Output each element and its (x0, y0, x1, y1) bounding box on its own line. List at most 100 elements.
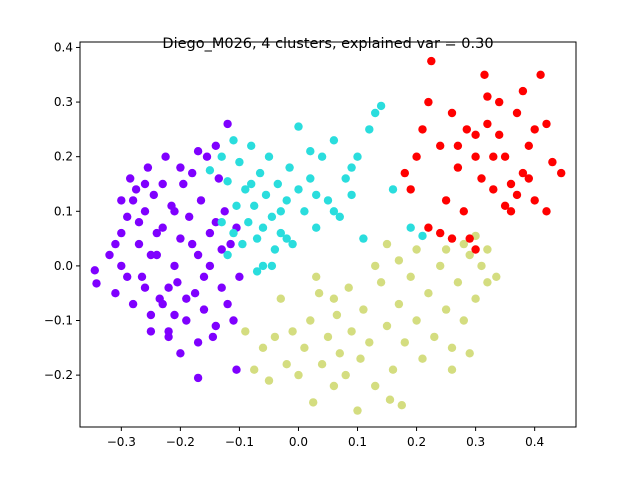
scatter-point (232, 365, 241, 374)
x-tick-label: −0.3 (107, 435, 136, 449)
scatter-point (117, 196, 126, 205)
scatter-point (329, 381, 339, 391)
scatter-point (105, 250, 114, 260)
scatter-point (205, 261, 215, 271)
scatter-point (282, 360, 291, 369)
scatter-point (170, 207, 179, 216)
scatter-point (270, 245, 280, 254)
scatter-point (323, 196, 333, 205)
scatter-point (199, 305, 209, 314)
scatter-point (400, 338, 409, 347)
scatter-point (223, 250, 232, 260)
scatter-point (217, 283, 226, 292)
scatter-point (211, 321, 220, 331)
scatter-point (471, 294, 480, 303)
scatter-point (335, 349, 344, 358)
scatter-point (406, 185, 415, 194)
scatter-point (418, 125, 427, 134)
scatter-point (317, 360, 327, 369)
scatter-point (241, 185, 250, 194)
scatter-point (111, 239, 120, 249)
scatter-point (512, 108, 522, 118)
scatter-point (223, 299, 232, 309)
plot-frame (79, 41, 577, 428)
scatter-point (185, 212, 194, 221)
scatter-point (471, 245, 480, 254)
scatter-point (140, 283, 150, 292)
scatter-point (288, 239, 297, 249)
scatter-point (223, 177, 232, 186)
scatter-point (441, 196, 451, 205)
scatter-point (170, 310, 179, 320)
scatter-point (241, 327, 250, 336)
scatter-point (447, 343, 457, 352)
scatter-point (161, 152, 170, 161)
scatter-point (359, 234, 368, 243)
scatter-point (495, 130, 504, 139)
scatter-point (199, 272, 209, 281)
scatter-point (196, 196, 206, 205)
scatter-point (128, 299, 138, 309)
scatter-point (483, 92, 492, 101)
scatter-point (137, 272, 147, 281)
scatter-point (250, 201, 259, 210)
scatter-point (92, 279, 101, 288)
scatter-point (332, 310, 342, 320)
scatter-point (424, 223, 433, 232)
scatter-point (173, 278, 182, 287)
scatter-point (261, 190, 271, 200)
scatter-point (495, 97, 504, 107)
scatter-point (238, 239, 247, 249)
scatter-point (190, 289, 200, 298)
scatter-point (323, 332, 333, 342)
scatter-point (312, 272, 321, 281)
scatter-point (385, 395, 395, 404)
scatter-point (483, 278, 492, 287)
scatter-point (371, 381, 380, 391)
scatter-point (205, 228, 215, 238)
scatter-point (489, 185, 498, 194)
scatter-point (179, 179, 188, 189)
scatter-point (524, 174, 533, 183)
scatter-point (217, 245, 226, 254)
scatter-point (406, 223, 415, 232)
scatter-point (453, 141, 463, 150)
scatter-point (182, 316, 191, 325)
x-tick-label: 0.2 (407, 435, 426, 449)
scatter-point (276, 207, 285, 216)
scatter-point (134, 239, 144, 249)
scatter-point (436, 141, 445, 150)
scatter-point (229, 316, 238, 325)
scatter-point (140, 179, 150, 189)
x-tick-label: −0.1 (225, 435, 254, 449)
scatter-point (536, 70, 545, 80)
scatter-point (424, 97, 433, 107)
scatter-point (412, 316, 421, 325)
scatter-point (441, 305, 451, 314)
scatter-point (329, 294, 339, 303)
scatter-point (258, 223, 268, 232)
scatter-point (347, 190, 356, 200)
scatter-point (244, 218, 253, 227)
scatter-point (500, 152, 510, 161)
scatter-point (123, 212, 132, 221)
scatter-point (211, 218, 220, 227)
scatter-point (453, 163, 463, 172)
scatter-point (371, 261, 380, 271)
scatter-point (247, 179, 256, 189)
scatter-point (131, 185, 141, 194)
scatter-point (300, 207, 309, 216)
scatter-point (176, 163, 185, 172)
scatter-point (193, 373, 203, 383)
scatter-point (235, 157, 244, 167)
y-tick-label: 0.0 (54, 259, 73, 273)
scatter-point (394, 299, 404, 309)
scatter-point (217, 152, 226, 161)
scatter-point (388, 365, 398, 374)
scatter-point (542, 207, 551, 216)
scatter-point (282, 234, 291, 243)
scatter-point (214, 174, 223, 183)
scatter-point (465, 349, 474, 358)
y-tick-label: −0.1 (44, 314, 73, 328)
